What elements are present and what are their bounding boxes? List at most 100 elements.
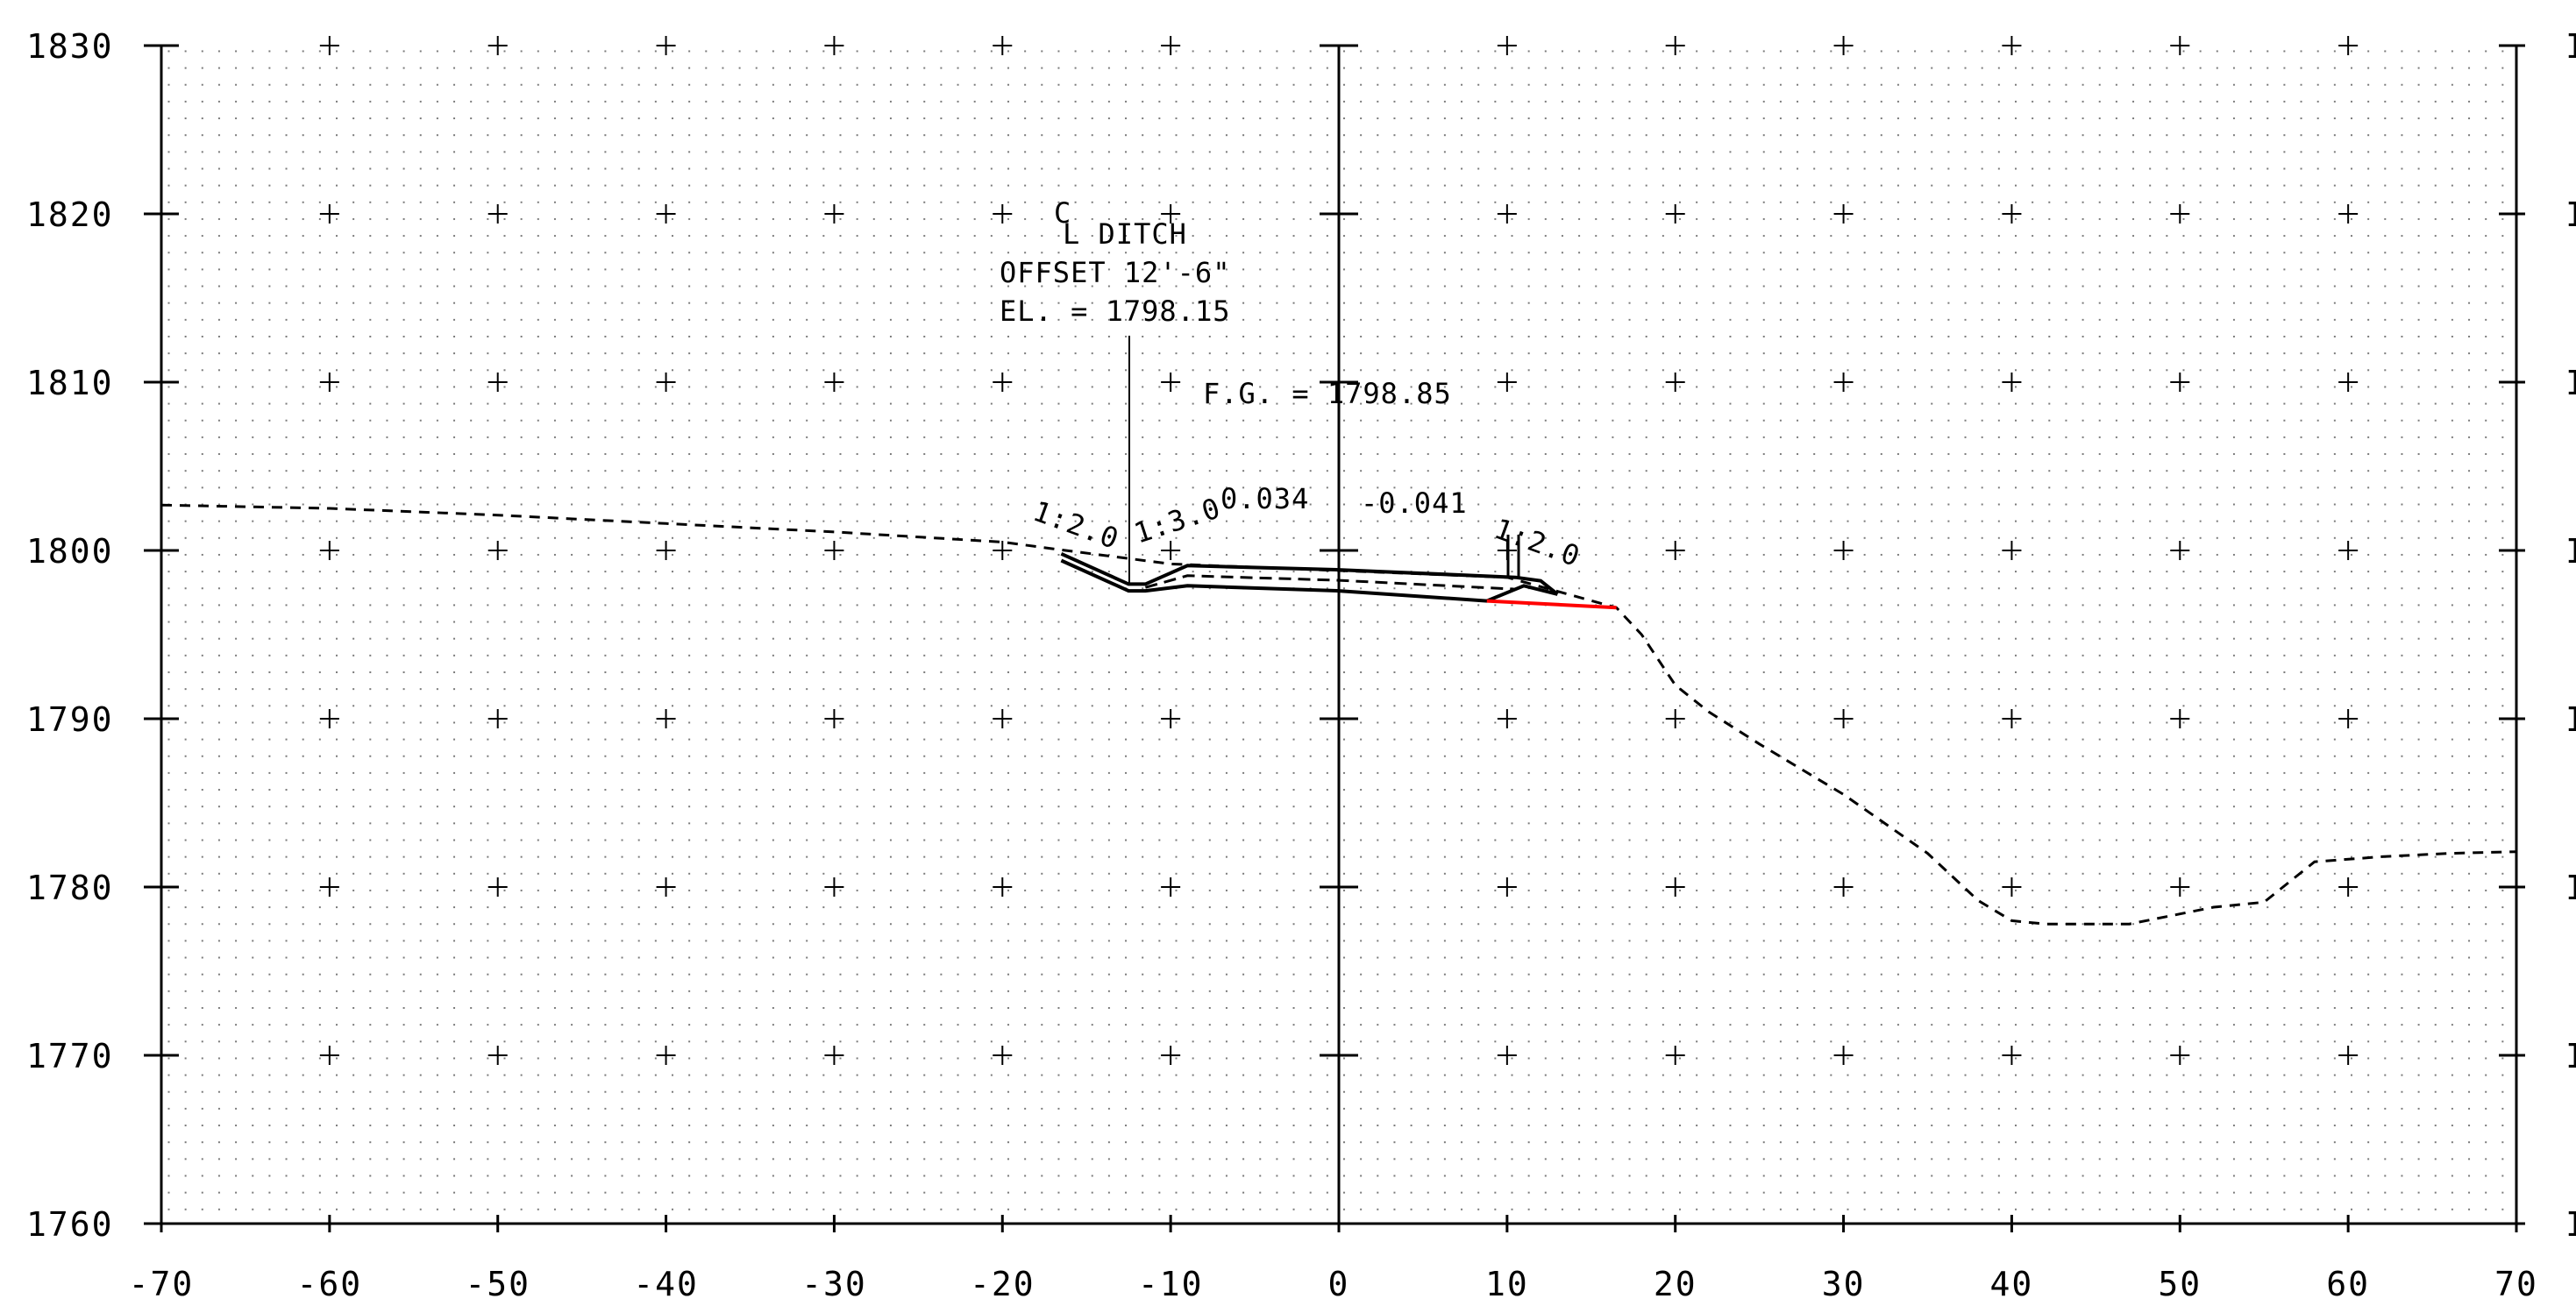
y-tick-label: 1790 [26, 700, 114, 739]
grid-cross [656, 709, 676, 728]
grid-cross [1833, 204, 1854, 224]
daylight-fill-line [1486, 599, 1617, 610]
grid-cross [2170, 373, 2190, 392]
x-tick-label: -40 [633, 1265, 699, 1303]
grid-cross [1665, 373, 1685, 392]
y-tick-label-right: I [2565, 700, 2576, 739]
grid-cross [1833, 709, 1854, 728]
grid-cross [2002, 709, 2022, 728]
profiles [160, 336, 2517, 926]
grid-cross [487, 877, 508, 897]
grid-cross [1665, 36, 1685, 55]
grid-cross [1161, 36, 1181, 55]
grid-cross [1161, 541, 1181, 560]
grid-cross [1665, 877, 1685, 897]
x-tick-label: 10 [1485, 1265, 1529, 1303]
grid-cross [2002, 1046, 2022, 1065]
grid-cross [1497, 877, 1517, 897]
y-axis-ticks: 1760 I 1770 I 1780 I 1790 I 1800 I 1810 I 1820 I 1830 I [26, 27, 2576, 1244]
grid-cross [1497, 1046, 1517, 1065]
grid-cross [319, 1046, 339, 1065]
grid-cross [319, 541, 339, 560]
grid-cross [2170, 204, 2190, 224]
grid-cross [993, 36, 1013, 55]
grid-cross [993, 1046, 1013, 1065]
grid-cross [993, 877, 1013, 897]
ditch-centerline-symbol: C [1054, 196, 1071, 230]
grid-cross [656, 877, 676, 897]
grid-cross [656, 36, 676, 55]
grid-cross [1161, 373, 1181, 392]
x-axis-ticks: -70 -60 -50 -40 -30 -20 -10 0 10 20 30 40 50 60 70 [129, 1215, 2538, 1303]
grid-cross [824, 1046, 844, 1065]
grid-cross [2338, 373, 2359, 392]
y-tick-label: 1800 [26, 532, 114, 571]
y-tick-label-right: I [2565, 869, 2576, 907]
grid-cross [487, 541, 508, 560]
x-tick-label: 30 [1822, 1265, 1866, 1303]
y-tick-label-right: I [2565, 1205, 2576, 1244]
x-tick-label: 50 [2158, 1265, 2202, 1303]
grid-cross [2338, 36, 2359, 55]
x-tick-label: 20 [1654, 1265, 1697, 1303]
grid-cross [824, 541, 844, 560]
template-bottom-line [1060, 558, 1558, 603]
y-tick-label: 1770 [26, 1037, 114, 1075]
grid-cross [2002, 36, 2022, 55]
grid-cross [656, 204, 676, 224]
grid-cross [1665, 204, 1685, 224]
grid-cross [1497, 373, 1517, 392]
grid-cross [2338, 1046, 2359, 1065]
grid-cross [2170, 36, 2190, 55]
grid-cross [2338, 877, 2359, 897]
y-tick-label-right: I [2565, 364, 2576, 402]
x-tick-label: -10 [1138, 1265, 1204, 1303]
y-tick-label: 1780 [26, 869, 114, 907]
grid-cross [993, 709, 1013, 728]
grid-cross [487, 373, 508, 392]
x-tick-label: 40 [1990, 1265, 2034, 1303]
grid-cross [824, 709, 844, 728]
x-tick-label: -30 [801, 1265, 867, 1303]
grid-cross [1161, 204, 1181, 224]
grid-cross [487, 36, 508, 55]
grid-cross [824, 36, 844, 55]
y-tick-label: 1760 [26, 1205, 114, 1244]
ditch-elevation: EL. = 1798.15 [1000, 295, 1230, 328]
grid-cross [319, 373, 339, 392]
grid-cross [2338, 204, 2359, 224]
grid-cross [993, 541, 1013, 560]
grid-cross [1497, 204, 1517, 224]
ditch-offset: OFFSET 12'-6" [1000, 256, 1230, 289]
y-tick-label-right: I [2565, 532, 2576, 571]
grid-cross [1665, 709, 1685, 728]
ditch-title: L DITCH [1063, 217, 1187, 251]
grid-cross [487, 204, 508, 224]
x-tick-label: -20 [970, 1265, 1035, 1303]
grid-cross [1497, 709, 1517, 728]
grid-cross [319, 709, 339, 728]
existing-ground-line [160, 503, 2517, 926]
x-tick-label: -70 [129, 1265, 195, 1303]
grid-cross [2170, 877, 2190, 897]
x-tick-label: 70 [2494, 1265, 2538, 1303]
annotations: C L DITCH OFFSET 12'-6" EL. = 1798.15 F.… [1000, 196, 1584, 573]
grid-cross [319, 36, 339, 55]
grid-cross [2002, 373, 2022, 392]
grid-cross [1497, 36, 1517, 55]
grid-cross [2338, 541, 2359, 560]
grid-cross [1833, 1046, 1854, 1065]
grid-cross [2002, 204, 2022, 224]
y-tick-label: 1810 [26, 364, 114, 402]
grid-cross [2170, 1046, 2190, 1065]
grid-cross [1833, 36, 1854, 55]
grid-cross [1161, 1046, 1181, 1065]
grid-cross [319, 204, 339, 224]
grid-cross [1833, 541, 1854, 560]
grid-cross [1161, 709, 1181, 728]
grid-cross [2170, 709, 2190, 728]
cross-slope-left: 0.034 [1220, 482, 1309, 515]
grid-cross [2170, 541, 2190, 560]
grid-cross [993, 373, 1013, 392]
